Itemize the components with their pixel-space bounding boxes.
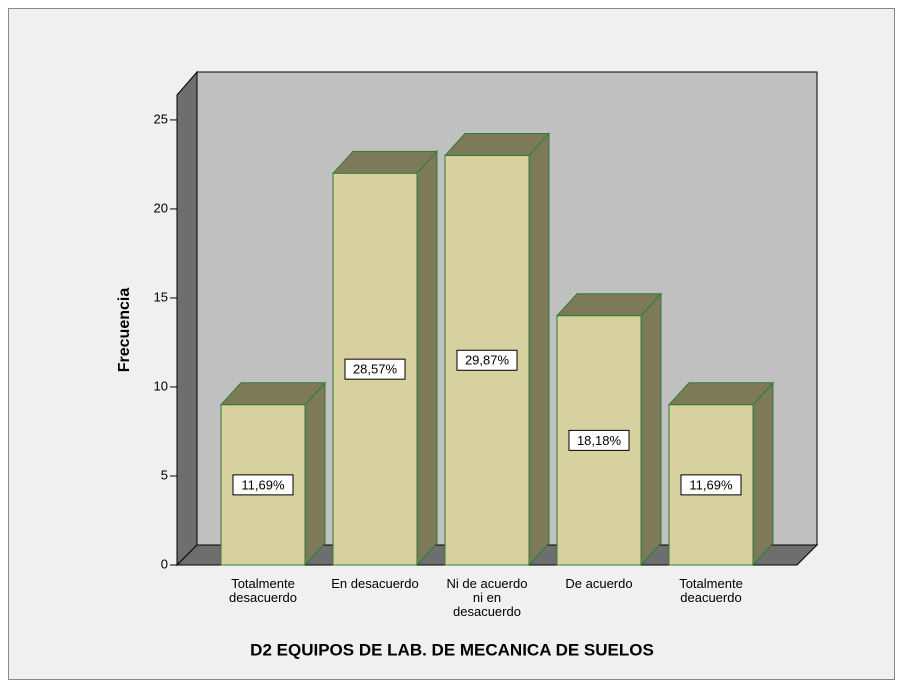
y-tick-label: 5 [161, 467, 168, 482]
x-tick-label: Totalmente desacuerdo [229, 576, 297, 605]
data-label: 29,87% [465, 353, 510, 368]
x-tick-label: De acuerdo [565, 576, 633, 591]
data-label: 11,69% [689, 477, 733, 492]
y-axis-title: Frecuencia [116, 288, 133, 373]
y-tick-label: 0 [161, 556, 168, 571]
data-label: 28,57% [353, 362, 398, 377]
y-tick-label: 10 [154, 378, 168, 393]
label-box [232, 474, 294, 496]
label-box [456, 349, 518, 371]
data-label: 18,18% [577, 433, 622, 448]
x-tick-label: Totalmente deacuerdo [679, 576, 743, 605]
side-wall [176, 70, 198, 567]
label-box [568, 429, 630, 451]
bar-side [528, 132, 550, 567]
y-tick-label: 20 [154, 200, 168, 215]
y-tick-label: 15 [154, 289, 168, 304]
bar-side [752, 381, 774, 567]
y-tick-label: 25 [154, 111, 168, 126]
bar-side [304, 381, 326, 567]
bar-side [416, 150, 438, 567]
x-tick-label: Ni de acuerdo ni en desacuerdo [446, 576, 528, 619]
x-tick-label: En desacuerdo [331, 576, 419, 591]
data-label: 11,69% [241, 477, 285, 492]
chart-title: D2 EQUIPOS DE LAB. DE MECANICA DE SUELOS [250, 640, 654, 659]
label-box [680, 474, 742, 496]
label-box [344, 358, 406, 380]
bar-side [640, 292, 662, 567]
